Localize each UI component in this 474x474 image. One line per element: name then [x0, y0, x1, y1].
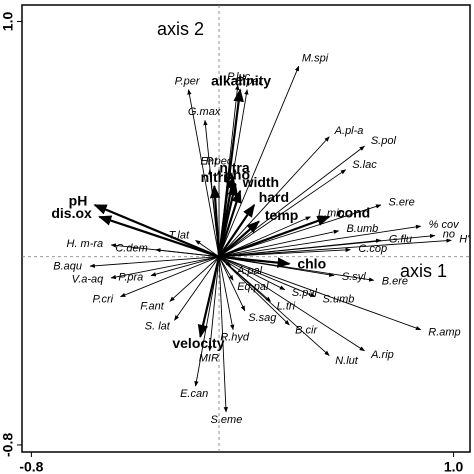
species-arrow [155, 248, 220, 258]
species-label: M.spi [302, 53, 329, 65]
species-arrow [218, 256, 422, 331]
species-arrow [150, 256, 220, 277]
species-arrow [195, 239, 220, 258]
species-label: S. lat [145, 321, 171, 333]
species-label: S.ere [388, 196, 414, 208]
species-label: S.eme [211, 414, 243, 426]
plot-frame [21, 4, 471, 453]
species-label: H' [459, 234, 470, 246]
species-arrow [218, 169, 347, 258]
species-arrow [218, 84, 240, 257]
species-arrow [194, 256, 220, 387]
species-arrow [218, 256, 316, 298]
env-arrow [197, 256, 221, 339]
species-arrow [89, 256, 220, 268]
species-arrow [169, 256, 220, 302]
species-label: R.amp [428, 326, 460, 338]
env-label: nitra [219, 160, 250, 176]
species-label: A.pal [236, 265, 263, 277]
species-label: B.ere [382, 275, 408, 287]
species-label: no [443, 229, 455, 241]
species-arrow [218, 238, 452, 258]
env-arrow [218, 255, 291, 268]
species-arrow [218, 204, 382, 258]
species-arrow [218, 256, 365, 352]
species-arrow [218, 145, 365, 258]
species-label: V.a-aq [72, 273, 104, 285]
species-arrow [219, 247, 351, 258]
species-label: B.umb [346, 223, 378, 235]
env-arrow [98, 215, 220, 258]
species-arrow [218, 256, 229, 413]
species-arrow [218, 256, 246, 312]
species-label: S.lac [352, 159, 377, 171]
species-label: S.sag [248, 312, 277, 324]
species-label: T.lat [169, 230, 190, 242]
species-arrow [218, 256, 286, 291]
species-arrow [218, 233, 436, 258]
species-arrow [120, 256, 220, 298]
species-arrow [218, 224, 422, 258]
env-label: dis.ox [51, 205, 92, 221]
env-label: alkalinity [211, 72, 271, 88]
species-arrow [218, 256, 330, 356]
species-label: C.cop [358, 243, 387, 255]
species-arrow [208, 169, 220, 257]
species-label: P.pec [206, 156, 233, 168]
species-label: R.hyd [220, 331, 250, 343]
axis-2-label: axis 2 [157, 19, 204, 39]
env-label: pH [69, 193, 88, 209]
env-label: width [242, 174, 280, 190]
env-label: chlo [297, 255, 326, 271]
species-arrow [218, 256, 375, 282]
species-label: % cov [429, 219, 460, 231]
species-arrow [218, 256, 290, 326]
env-label: velocity [172, 335, 224, 351]
env-arrow [93, 203, 220, 258]
x-tick-label: -0.8 [19, 459, 43, 474]
species-label: E.can [180, 388, 208, 400]
species-arrow [218, 229, 340, 258]
x-tick-label: 1.0 [444, 459, 464, 474]
env-label: pho [224, 167, 250, 183]
species-label: A.rip [370, 349, 394, 361]
species-label: Ent [201, 156, 218, 168]
env-arrow [217, 88, 244, 257]
species-label: B.aqu [53, 261, 82, 273]
species-arrow [207, 256, 220, 352]
y-tick-label: 1.0 [0, 12, 16, 32]
species-label: MIR [199, 353, 219, 365]
species-arrow [187, 89, 220, 257]
species-label: H. m-ra [67, 238, 104, 250]
env-arrow [217, 189, 242, 258]
y-tick-label: -0.8 [0, 433, 16, 457]
species-label: B.cir [295, 324, 318, 336]
species-arrow [218, 65, 300, 257]
species-label: P.cri [93, 294, 114, 306]
species-label: L.min [318, 207, 345, 219]
species-arrow [174, 256, 220, 321]
species-arrow [110, 256, 220, 280]
axis-1-label: axis 1 [400, 261, 447, 281]
species-label: G.max [188, 106, 221, 118]
species-label: F.ant [140, 301, 165, 313]
species-arrow [218, 216, 311, 258]
species-label: P.per [175, 76, 201, 88]
env-arrow [218, 215, 331, 258]
species-label: S.syl [342, 271, 366, 283]
species-label: P.luc [227, 71, 251, 83]
species-label: N.lut [335, 355, 359, 367]
species-arrow [218, 89, 249, 257]
species-label: C.dem [115, 243, 147, 255]
env-label: temp [265, 207, 298, 223]
species-label: E.pal [236, 76, 262, 88]
species-label: S.pol [371, 135, 397, 147]
env-arrow [218, 203, 256, 258]
species-label: P.pra [118, 272, 143, 284]
species-arrow [218, 136, 330, 258]
env-arrow [218, 220, 260, 258]
species-label: A.pl-a [334, 125, 364, 137]
species-arrow [218, 256, 235, 331]
